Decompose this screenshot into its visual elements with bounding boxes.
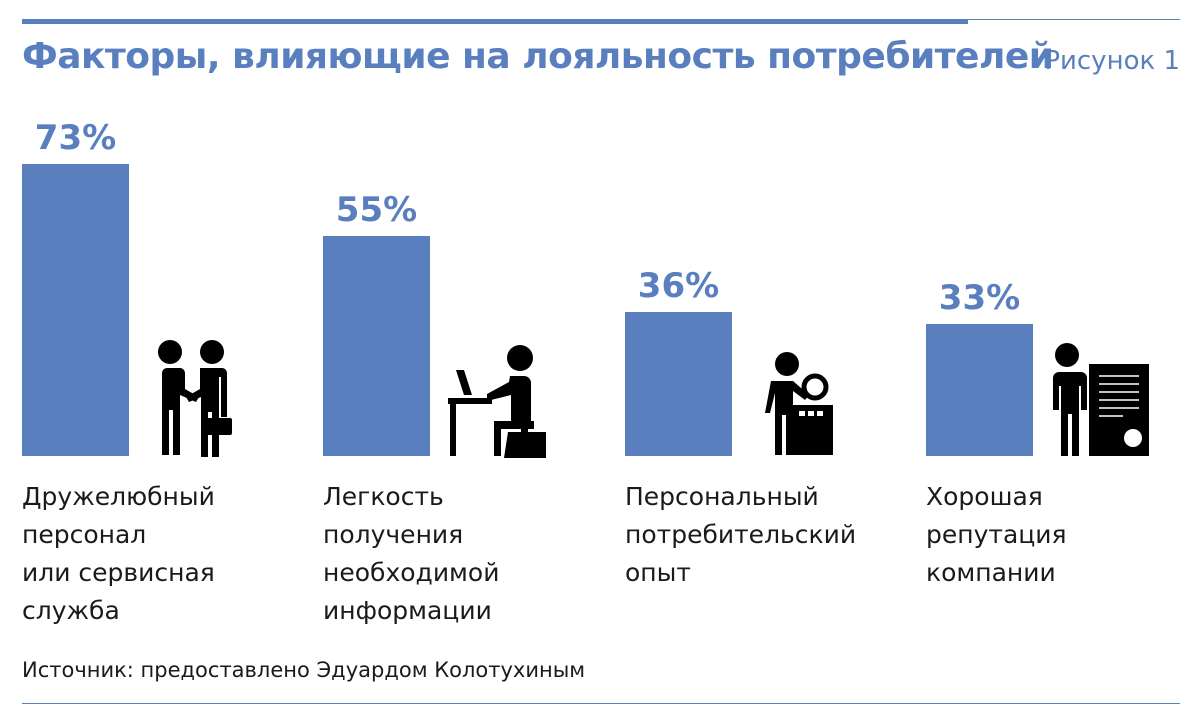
bar-1: [22, 164, 129, 456]
bar-4: [926, 324, 1033, 456]
bar-value-label-3: 36%: [638, 266, 719, 306]
category-label-2: Легкость получения необходимой информаци…: [323, 478, 603, 630]
category-label-line: репутация: [926, 520, 1067, 549]
category-label-line: потребительский: [625, 520, 857, 549]
category-label-line: компании: [926, 558, 1056, 587]
category-label-3: Персональный потребительский опыт: [625, 478, 905, 592]
category-label-4: Хорошая репутация компании: [926, 478, 1200, 592]
bar-2: [323, 236, 430, 456]
bar-chart: 73% 55% 36% 33%: [22, 118, 1033, 456]
bar-value-label-2: 55%: [336, 190, 417, 230]
person-with-certificate-icon: [1053, 343, 1149, 456]
category-label-line: Дружелюбный: [22, 482, 215, 511]
category-label-line: Хорошая: [926, 482, 1043, 511]
category-label-line: Легкость: [323, 482, 444, 511]
person-at-laptop-icon: [448, 345, 546, 458]
category-label-1: Дружелюбный персонал или сервисная служб…: [22, 478, 302, 630]
top-rule: [22, 19, 968, 24]
person-with-magnifier-icon: [765, 352, 833, 455]
figure-label: Рисунок 1: [1044, 46, 1180, 76]
top-rule-thin: [968, 19, 1180, 20]
category-label-line: получения: [323, 520, 464, 549]
bar-value-label-1: 73%: [35, 118, 116, 158]
source-note: Источник: предоставлено Эдуардом Колотух…: [22, 658, 586, 682]
handshake-icon: [158, 340, 232, 457]
category-label-line: персонал: [22, 520, 147, 549]
bottom-rule: [22, 703, 1180, 704]
category-label-line: опыт: [625, 558, 691, 587]
chart-title: Факторы, влияющие на лояльность потребит…: [22, 36, 1054, 77]
category-label-line: или сервисная: [22, 558, 215, 587]
bar-value-label-4: 33%: [939, 278, 1020, 318]
category-label-line: Персональный: [625, 482, 819, 511]
category-label-line: необходимой: [323, 558, 500, 587]
category-label-line: служба: [22, 596, 120, 625]
category-label-line: информации: [323, 596, 492, 625]
bar-3: [625, 312, 732, 456]
